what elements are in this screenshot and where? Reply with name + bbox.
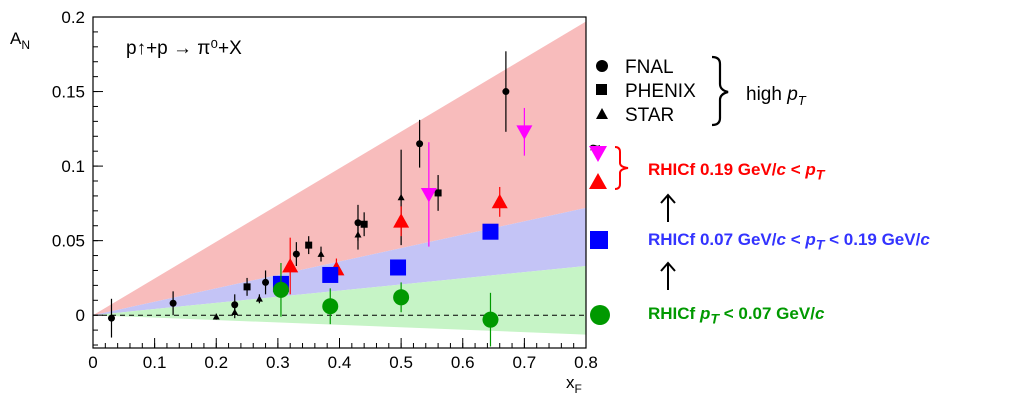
legend-fnal-marker	[596, 60, 608, 72]
y-axis-title-main: A	[10, 29, 22, 48]
x-tick-label: 0.8	[574, 353, 598, 372]
x-tick-label: 0.1	[143, 353, 167, 372]
data-point	[393, 213, 410, 228]
data-point	[393, 289, 410, 306]
legend-rhicf-low: RHICf pT < 0.07 GeV/c	[648, 304, 825, 328]
data-point	[322, 266, 339, 283]
data-point	[169, 299, 177, 307]
legend-high-pt: high pT	[746, 84, 807, 108]
data-point	[502, 88, 510, 96]
arrow-up-icon	[660, 193, 676, 222]
y-tick-label: 0	[76, 306, 85, 325]
data-point	[434, 189, 442, 197]
arrow-up-icon	[660, 261, 676, 290]
legend-brace	[711, 55, 729, 127]
y-tick-label: 0.2	[61, 8, 85, 27]
data-point	[262, 278, 270, 286]
legend-rhicf-high: RHICf 0.19 GeV/c < pT	[648, 160, 825, 184]
data-point	[231, 308, 239, 316]
data-point	[282, 257, 299, 273]
x-axis-title: xF	[566, 373, 582, 396]
y-axis-title-sub: N	[21, 38, 30, 52]
x-tick-label: 0	[88, 353, 97, 372]
data-point	[482, 311, 499, 328]
legend-rhicf-mid-marker	[590, 231, 608, 249]
data-point	[416, 140, 424, 148]
x-tick-label: 0.6	[451, 353, 475, 372]
band-1	[93, 207, 586, 316]
chart-title: p↑+p → π⁰+X	[126, 38, 242, 59]
x-axis-title-main: x	[566, 373, 575, 392]
data-point	[360, 220, 368, 228]
ticks: 0 0.1 0.2 0.3 0.4 0.5 0.6 0.7 0.8 0 0.05 0.1 0.15 0.2	[52, 8, 598, 372]
x-axis-title-sub: F	[575, 382, 582, 396]
legend-rhicf-low-marker	[590, 305, 610, 325]
x-tick-label: 0.4	[328, 353, 352, 372]
band-0	[93, 21, 586, 316]
x-tick-label: 0.2	[204, 353, 228, 372]
data-marks	[107, 51, 533, 347]
x-tick-label: 0.3	[266, 353, 290, 372]
data-point	[420, 188, 437, 203]
data-point	[212, 313, 220, 320]
legend-rhicf-mid: RHICf 0.07 GeV/c < pT < 0.19 GeV/c	[648, 230, 930, 254]
x-tick-label: 0.7	[513, 353, 537, 372]
y-tick-label: 0.15	[52, 83, 85, 102]
x-tick-label: 0.5	[389, 353, 413, 372]
legend-star: STAR	[625, 105, 674, 126]
legend-fnal: FNAL	[625, 57, 674, 78]
data-point	[491, 193, 508, 209]
data-point	[482, 223, 499, 240]
data-point	[292, 250, 300, 258]
data-point	[231, 301, 239, 309]
legend-rhicf-high-down-marker	[589, 146, 607, 162]
data-point	[272, 281, 289, 298]
data-point	[317, 250, 325, 257]
y-axis-title: AN	[10, 29, 30, 52]
legend-red-brace	[614, 146, 629, 190]
data-point	[107, 314, 115, 322]
bands	[93, 21, 586, 335]
legend-rhicf-high-up-marker	[589, 173, 607, 189]
data-point	[305, 241, 313, 249]
y-tick-label: 0.05	[52, 232, 85, 251]
y-tick-label: 0.1	[61, 157, 85, 176]
legend-phenix-marker	[596, 84, 607, 95]
legend-phenix: PHENIX	[625, 81, 696, 102]
data-point	[390, 259, 407, 276]
data-point	[397, 193, 405, 201]
data-point	[243, 283, 251, 291]
data-point	[516, 125, 533, 140]
data-point	[354, 231, 362, 238]
legend-star-marker	[596, 108, 608, 119]
data-point	[255, 295, 263, 302]
data-point	[322, 298, 339, 315]
